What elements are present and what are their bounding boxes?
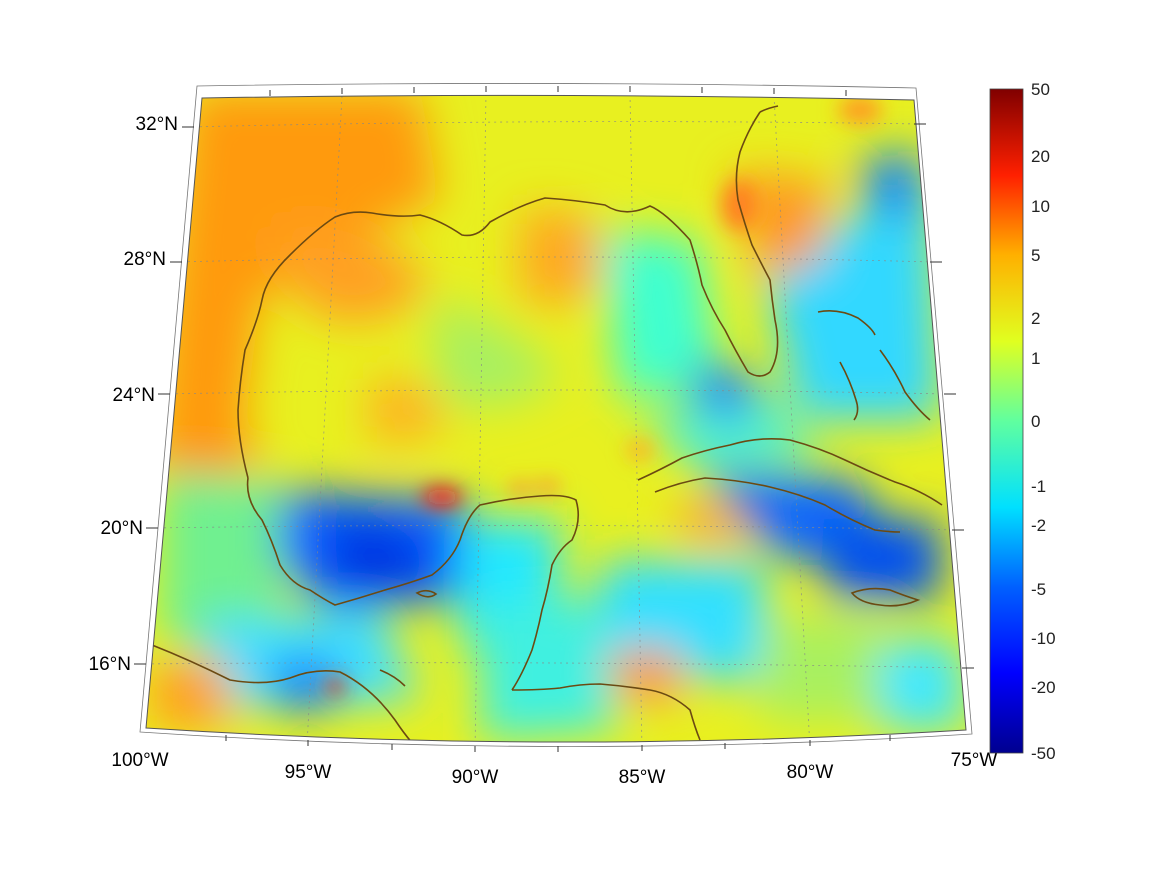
lat-label-28: 28°N xyxy=(124,249,166,270)
colorbar-tick-label: -10 xyxy=(1031,629,1056,648)
colorbar-gradient xyxy=(989,88,1024,754)
lon-labels: 100°W 95°W 90°W 85°W 80°W 75°W xyxy=(111,750,997,788)
colorbar-tick-label: -20 xyxy=(1031,678,1056,697)
colorbar-tick-label: 50 xyxy=(1031,80,1050,99)
colorbar-tick-label: -2 xyxy=(1031,516,1046,535)
colorbar-tick-label: 0 xyxy=(1031,412,1040,431)
coastlines xyxy=(151,105,943,743)
colorbar-tick-label: 10 xyxy=(1031,197,1050,216)
colorbar-tick-label: 1 xyxy=(1031,349,1040,368)
lat-label-24: 24°N xyxy=(113,385,155,406)
lon-label-100: 100°W xyxy=(111,750,168,771)
lon-label-80: 80°W xyxy=(787,762,834,783)
colorbar-tick-label: 5 xyxy=(1031,246,1040,265)
colorbar-tick-label: -5 xyxy=(1031,580,1046,599)
lon-label-90: 90°W xyxy=(452,767,499,788)
data-field xyxy=(146,95,966,743)
lon-label-95: 95°W xyxy=(285,762,332,783)
colorbar-tick-label: -50 xyxy=(1031,744,1056,763)
colorbar-tick-label: -1 xyxy=(1031,477,1046,496)
colorbar-tick-label: 2 xyxy=(1031,309,1040,328)
lat-labels: 32°N 28°N 24°N 20°N 16°N xyxy=(89,114,178,675)
colorbar-tick-label: 20 xyxy=(1031,147,1050,166)
lat-label-20: 20°N xyxy=(101,518,143,539)
lat-label-16: 16°N xyxy=(89,654,131,675)
lon-label-85: 85°W xyxy=(619,767,666,788)
frame-ticks xyxy=(134,86,974,752)
lat-label-32: 32°N xyxy=(136,114,178,135)
map-frame xyxy=(139,83,973,747)
lon-label-75: 75°W xyxy=(951,750,998,771)
